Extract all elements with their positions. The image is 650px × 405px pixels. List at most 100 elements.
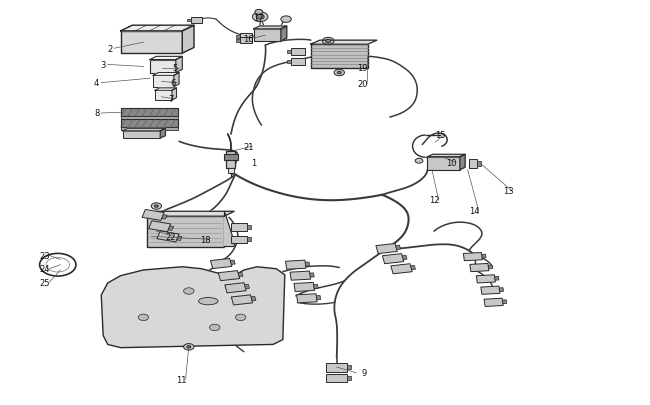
Bar — [476, 275, 495, 283]
Bar — [476, 162, 480, 166]
Text: 1: 1 — [251, 158, 256, 167]
Text: 15: 15 — [436, 130, 446, 139]
Bar — [254, 30, 281, 42]
Text: 17: 17 — [254, 14, 264, 23]
Circle shape — [322, 38, 334, 45]
Text: 11: 11 — [176, 375, 187, 384]
Bar — [142, 210, 164, 221]
Polygon shape — [460, 155, 465, 170]
Polygon shape — [123, 129, 166, 132]
Bar — [391, 264, 412, 274]
Polygon shape — [153, 73, 179, 76]
Bar — [123, 132, 161, 139]
Bar — [306, 262, 309, 266]
Polygon shape — [254, 27, 287, 30]
Bar — [157, 231, 179, 242]
Bar — [382, 254, 404, 264]
Bar — [150, 60, 176, 73]
Bar — [347, 376, 351, 380]
Circle shape — [337, 72, 341, 75]
Text: 21: 21 — [243, 142, 254, 151]
Bar — [162, 215, 167, 220]
Bar — [287, 61, 291, 64]
Bar — [481, 286, 500, 294]
Bar — [296, 294, 317, 303]
Circle shape — [326, 40, 331, 43]
Bar — [244, 285, 250, 289]
Circle shape — [151, 203, 162, 210]
Text: 3: 3 — [101, 61, 106, 70]
Text: 5: 5 — [172, 64, 177, 73]
Bar — [411, 266, 415, 270]
Bar — [495, 277, 499, 281]
Polygon shape — [161, 129, 166, 139]
Text: 12: 12 — [429, 196, 439, 205]
Bar — [326, 374, 347, 382]
Bar — [502, 300, 507, 304]
Bar — [488, 265, 493, 269]
Bar — [228, 168, 233, 173]
Bar — [211, 259, 232, 269]
Bar — [326, 363, 347, 372]
Bar — [230, 260, 235, 265]
Text: 4: 4 — [94, 79, 99, 88]
Bar — [177, 237, 182, 241]
Polygon shape — [224, 212, 234, 247]
Circle shape — [183, 288, 194, 294]
Circle shape — [252, 13, 268, 23]
Bar — [147, 217, 224, 247]
Text: 22: 22 — [165, 232, 176, 241]
Bar — [231, 295, 253, 305]
Circle shape — [256, 15, 264, 20]
Bar — [236, 40, 240, 43]
Polygon shape — [121, 26, 194, 32]
Polygon shape — [176, 57, 182, 73]
Bar — [469, 160, 476, 168]
Bar — [149, 221, 171, 232]
Bar — [317, 296, 320, 300]
Bar — [347, 365, 351, 369]
Bar — [428, 157, 460, 170]
Bar — [291, 49, 305, 56]
Bar — [240, 38, 252, 44]
Circle shape — [138, 314, 149, 321]
Bar — [121, 32, 182, 54]
Circle shape — [187, 346, 190, 348]
Text: 9: 9 — [361, 368, 367, 377]
Bar — [121, 109, 177, 117]
Circle shape — [281, 17, 291, 23]
Ellipse shape — [198, 298, 218, 305]
Circle shape — [183, 344, 194, 350]
Polygon shape — [150, 57, 182, 60]
Bar — [402, 256, 407, 260]
Polygon shape — [281, 27, 287, 42]
Bar — [224, 155, 238, 161]
Bar — [376, 244, 397, 254]
Bar — [190, 18, 202, 24]
Text: 6: 6 — [170, 79, 176, 88]
Bar — [287, 51, 291, 54]
Polygon shape — [311, 41, 377, 45]
Bar — [225, 283, 246, 293]
Bar — [247, 238, 251, 241]
Text: 2: 2 — [107, 45, 112, 53]
Bar — [482, 254, 486, 258]
Bar — [396, 245, 400, 250]
Bar — [121, 128, 177, 131]
Bar — [231, 236, 247, 243]
Bar — [155, 91, 172, 101]
Text: 23: 23 — [40, 251, 50, 260]
Circle shape — [334, 70, 345, 77]
Circle shape — [235, 314, 246, 321]
Bar — [285, 260, 306, 270]
Bar — [310, 273, 314, 277]
Bar — [251, 297, 256, 301]
Text: 7: 7 — [168, 95, 174, 104]
Polygon shape — [101, 267, 285, 348]
Bar — [470, 264, 489, 272]
Bar — [463, 253, 482, 261]
Polygon shape — [172, 89, 176, 101]
Text: 8: 8 — [94, 109, 99, 118]
Circle shape — [255, 11, 263, 15]
Bar — [231, 224, 247, 231]
